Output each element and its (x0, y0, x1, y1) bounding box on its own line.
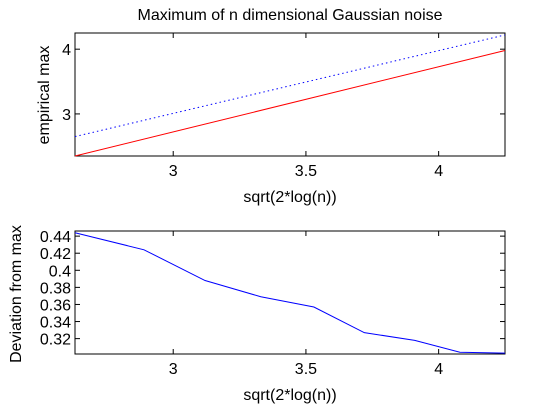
bottom-plot-x-tick-label: 3.5 (295, 361, 317, 378)
bottom-plot-y-tick-label: 0.34 (40, 315, 71, 332)
bottom-plot-x-tick-label: 4 (434, 361, 443, 378)
bottom-plot-y-tick-label: 0.32 (40, 332, 71, 349)
bottom-plot-y-tick-label: 0.4 (49, 263, 71, 280)
bottom-plot-y-tick-label: 0.42 (40, 246, 71, 263)
bottom-plot-y-tick-label: 0.36 (40, 297, 71, 314)
top-plot-y-tick-label: 4 (62, 42, 71, 59)
top-plot-y-tick-label: 3 (62, 107, 71, 124)
bottom-plot-y-tick-label: 0.38 (40, 280, 71, 297)
bottom-plot-x-tick-label: 3 (169, 361, 178, 378)
top-plot-axes-box (75, 33, 505, 156)
bottom-plot-axes-box (75, 231, 505, 354)
top-plot-x-axis-label: sqrt(2*log(n)) (243, 189, 336, 206)
top-plot-x-tick-label: 4 (434, 163, 443, 180)
top-plot-x-tick-label: 3.5 (295, 163, 317, 180)
chart-title: Maximum of n dimensional Gaussian noise (137, 7, 442, 24)
top-plot-y-axis-label: empirical max (36, 46, 53, 145)
top-plot-x-tick-label: 3 (169, 163, 178, 180)
bottom-plot-y-axis-label: Deviation from max (8, 225, 25, 363)
bottom-plot-x-axis-label: sqrt(2*log(n)) (243, 387, 336, 404)
bottom-plot-y-tick-label: 0.44 (40, 229, 71, 246)
